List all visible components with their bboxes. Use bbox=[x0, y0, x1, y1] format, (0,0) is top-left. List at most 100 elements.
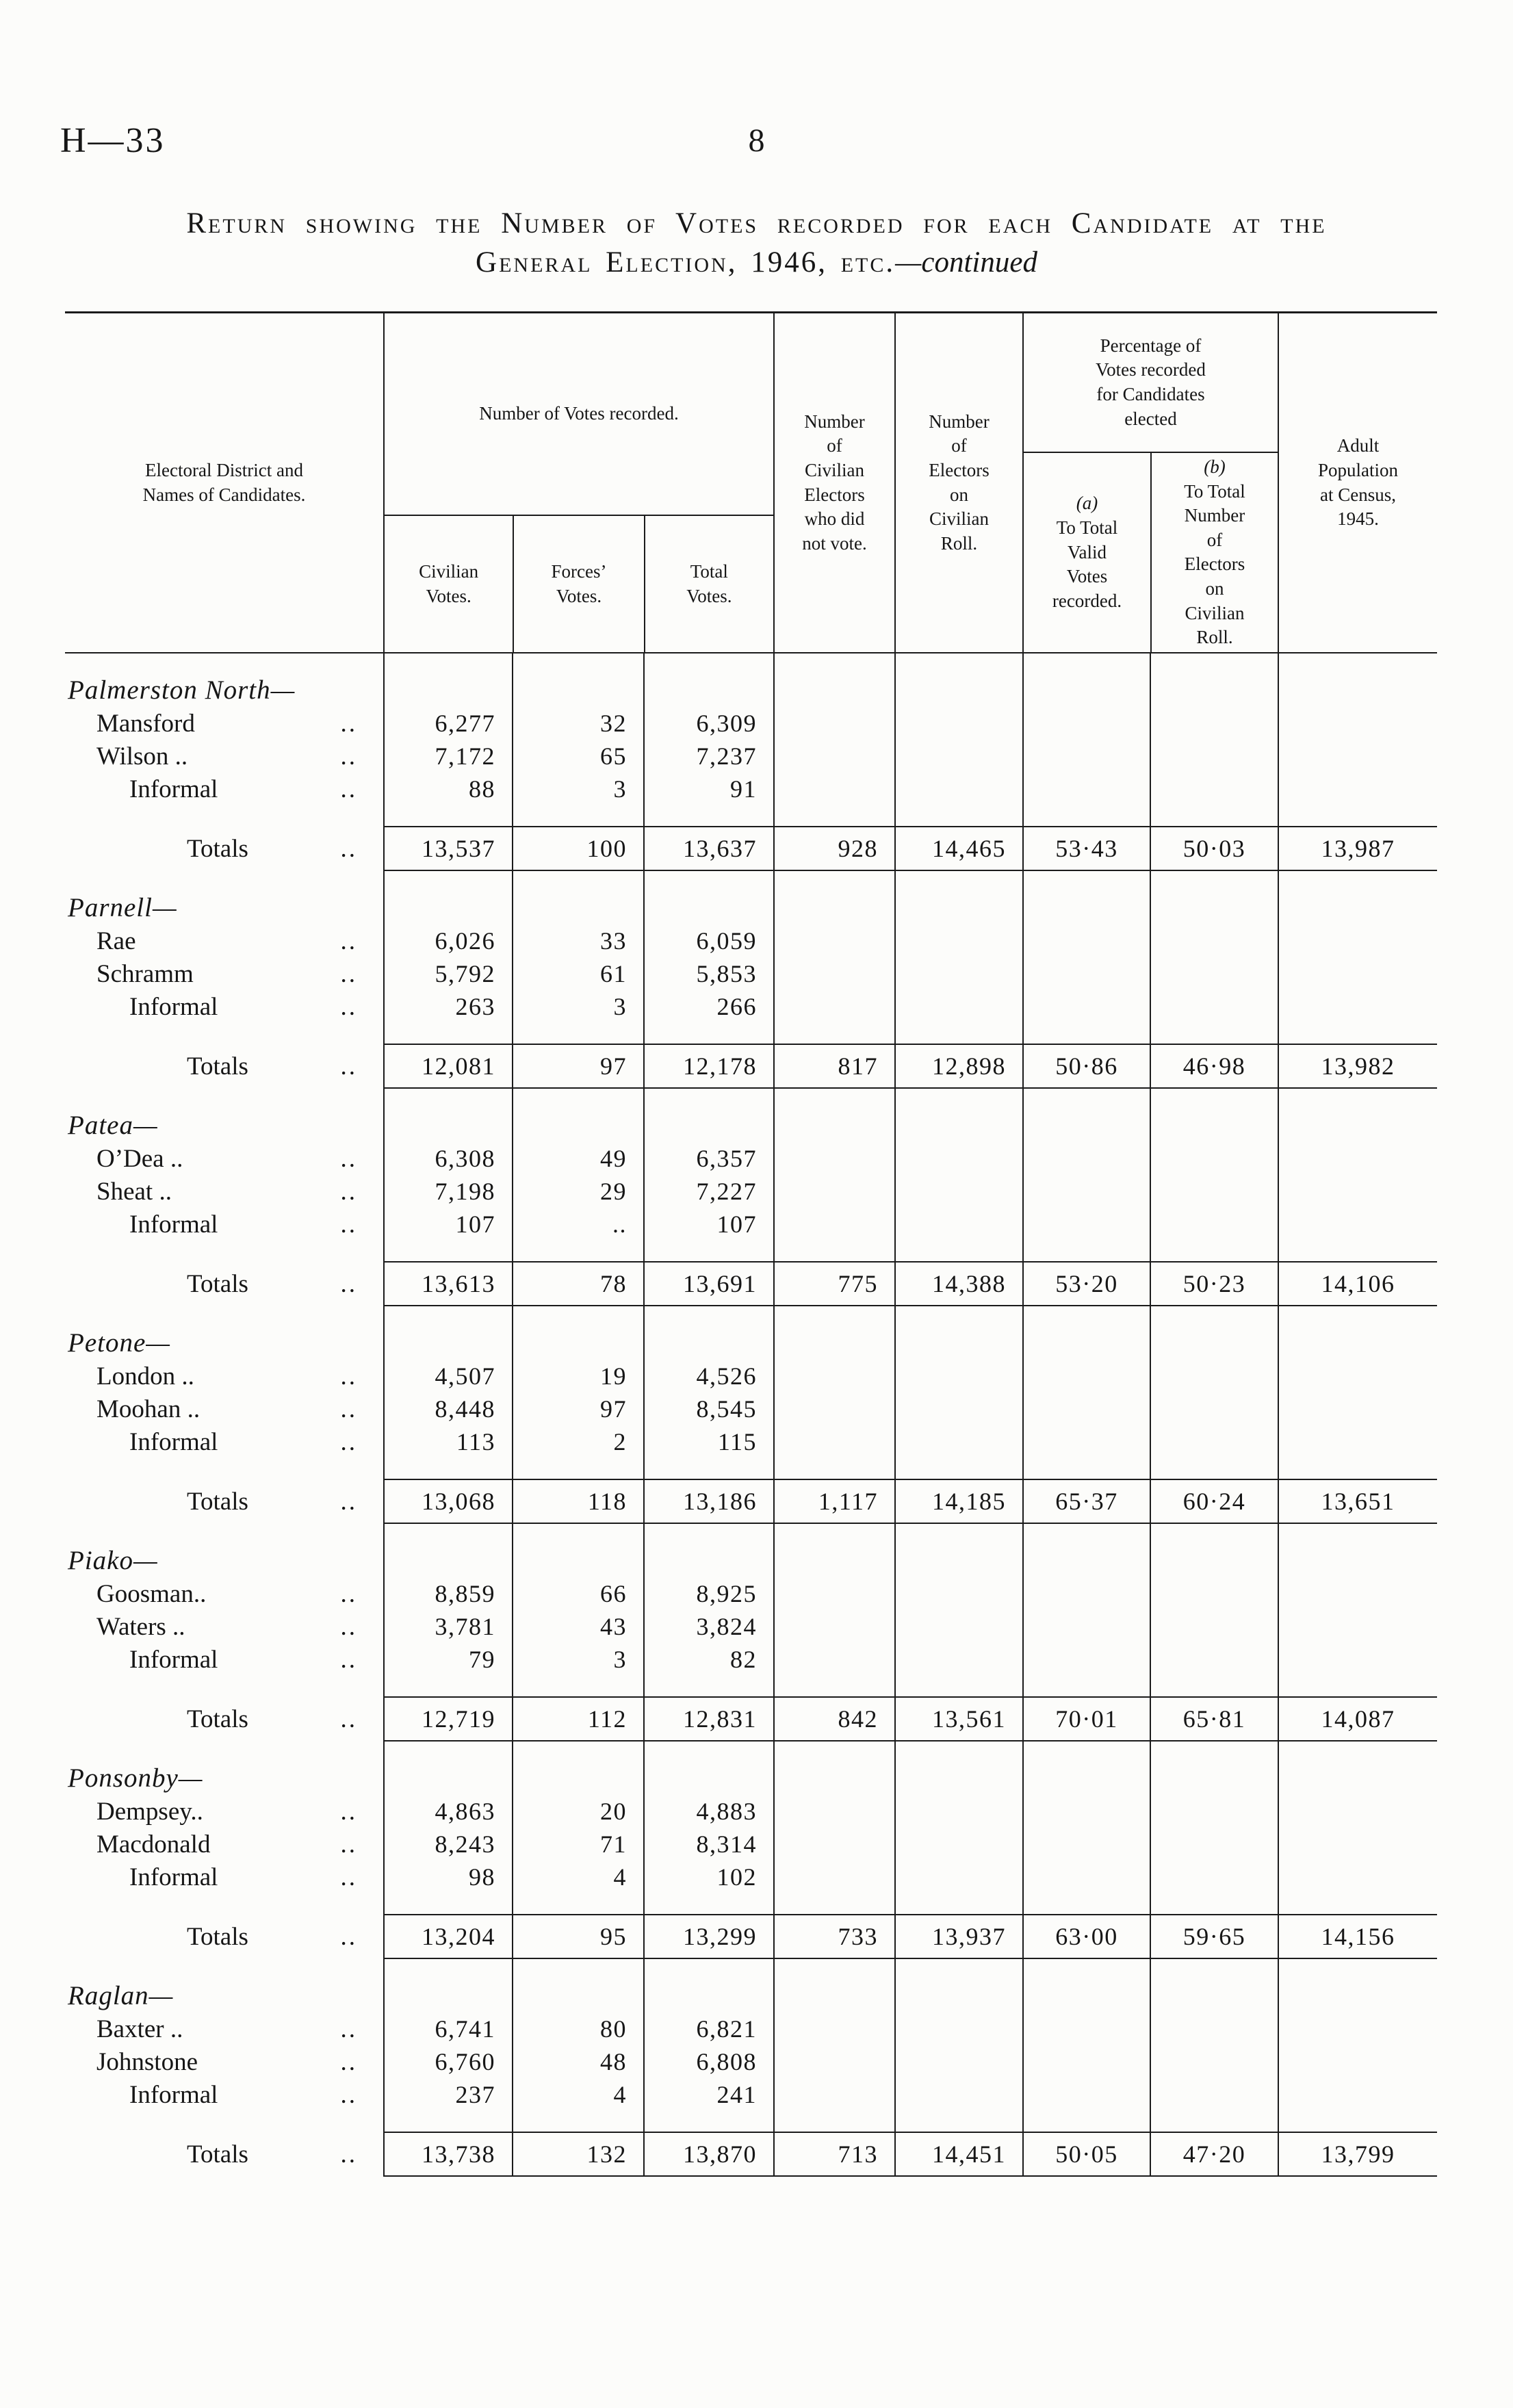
civilian-votes-cell: 6,308 bbox=[383, 1142, 512, 1175]
empty-cell bbox=[773, 1861, 894, 1893]
totals-pct-electors-roll: 50·23 bbox=[1150, 1261, 1278, 1306]
district-row: Ponsonby— bbox=[65, 1742, 1437, 1795]
empty-cell bbox=[383, 653, 512, 707]
candidate-name-cell: Moohan .... bbox=[65, 1393, 383, 1425]
empty-cell bbox=[894, 1893, 1022, 1914]
empty-cell bbox=[894, 924, 1022, 957]
title-line-2-caps: General Election, 1946, etc. bbox=[476, 246, 896, 279]
dot-leader: .. bbox=[340, 1487, 357, 1516]
totals-pct-valid-votes: 53·20 bbox=[1022, 1261, 1150, 1306]
totals-adult-population: 13,799 bbox=[1278, 2132, 1437, 2177]
candidate-row: Informal.. 88 3 91 bbox=[65, 773, 1437, 805]
civilian-votes-cell: 4,863 bbox=[383, 1795, 512, 1828]
totals-pct-valid-votes: 70·01 bbox=[1022, 1696, 1150, 1742]
total-votes-cell: 102 bbox=[643, 1861, 773, 1893]
empty-cell bbox=[383, 1959, 512, 2012]
empty-cell bbox=[1278, 653, 1437, 707]
empty-cell bbox=[773, 1959, 894, 2012]
empty-cell bbox=[894, 2045, 1022, 2078]
candidate-name-cell: Informal.. bbox=[65, 773, 383, 805]
empty-cell bbox=[1278, 1676, 1437, 1696]
candidate-name-cell: Goosman.... bbox=[65, 1577, 383, 1610]
empty-cell bbox=[1278, 805, 1437, 826]
empty-cell bbox=[1150, 990, 1278, 1023]
empty-cell bbox=[1278, 1393, 1437, 1425]
candidate-name: Informal bbox=[129, 1863, 218, 1891]
empty-cell bbox=[643, 2111, 773, 2132]
empty-cell bbox=[1022, 2078, 1150, 2111]
empty-cell bbox=[512, 1524, 643, 1577]
empty-cell bbox=[643, 1241, 773, 1261]
forces-votes-cell: .. bbox=[512, 1208, 643, 1241]
totals-label-cell: Totals.. bbox=[65, 1044, 383, 1089]
candidate-row: Dempsey.... 4,863 20 4,883 bbox=[65, 1795, 1437, 1828]
header-percentage-subrow: (a) To Total Valid Votes recorded. (b) T… bbox=[1024, 452, 1278, 652]
empty-cell bbox=[773, 2078, 894, 2111]
empty-cell bbox=[1022, 1643, 1150, 1676]
forces-votes-cell: 65 bbox=[512, 740, 643, 773]
header-votes-subrow: Civilian Votes. Forces’ Votes. Total Vot… bbox=[385, 516, 773, 652]
total-votes-cell: 8,925 bbox=[643, 1577, 773, 1610]
empty-cell bbox=[512, 1458, 643, 1479]
empty-cell bbox=[643, 1306, 773, 1360]
candidate-name: Mansford bbox=[96, 709, 195, 738]
empty-cell bbox=[1150, 1425, 1278, 1458]
empty-cell bbox=[1022, 2045, 1150, 2078]
empty-cell bbox=[1022, 1089, 1150, 1142]
empty-cell bbox=[1150, 805, 1278, 826]
empty-cell bbox=[512, 1959, 643, 2012]
header-adult-population: Adult Population at Census, 1945. bbox=[1278, 313, 1437, 652]
empty-cell bbox=[773, 1893, 894, 1914]
header-percentage-group-label: Percentage of Votes recorded for Candida… bbox=[1024, 313, 1278, 453]
empty-cell bbox=[1022, 1241, 1150, 1261]
header-votes-group: Number of Votes recorded. Civilian Votes… bbox=[383, 313, 773, 652]
civilian-votes-cell: 8,859 bbox=[383, 1577, 512, 1610]
candidate-name-cell: Informal.. bbox=[65, 1643, 383, 1676]
empty-cell bbox=[1022, 740, 1150, 773]
candidate-name-cell: Baxter .... bbox=[65, 2012, 383, 2045]
candidate-row: Schramm.. 5,792 61 5,853 bbox=[65, 957, 1437, 990]
empty-cell bbox=[512, 1306, 643, 1360]
results-table: Electoral District and Names of Candidat… bbox=[65, 311, 1437, 2177]
empty-cell bbox=[894, 1360, 1022, 1393]
empty-cell bbox=[1150, 773, 1278, 805]
empty-cell bbox=[383, 1893, 512, 1914]
empty-cell bbox=[894, 1393, 1022, 1425]
empty-cell bbox=[1278, 1175, 1437, 1208]
dot-leader: .. bbox=[340, 1052, 357, 1080]
district-label-cell: Parnell— bbox=[65, 871, 383, 924]
totals-electors-not-voted: 733 bbox=[773, 1914, 894, 1959]
dot-leader: .. bbox=[340, 1922, 357, 1951]
total-votes-cell: 5,853 bbox=[643, 957, 773, 990]
candidate-name-cell: Johnstone.. bbox=[65, 2045, 383, 2078]
totals-label: Totals bbox=[187, 1052, 248, 1080]
forces-votes-cell: 80 bbox=[512, 2012, 643, 2045]
total-votes-cell: 6,808 bbox=[643, 2045, 773, 2078]
doc-reference: H—33 bbox=[60, 121, 166, 160]
totals-electors-not-voted: 713 bbox=[773, 2132, 894, 2177]
forces-votes-cell: 97 bbox=[512, 1393, 643, 1425]
total-votes-cell: 91 bbox=[643, 773, 773, 805]
empty-cell bbox=[773, 740, 894, 773]
empty-cell bbox=[1150, 1795, 1278, 1828]
empty-cell bbox=[1150, 2012, 1278, 2045]
empty-cell bbox=[1022, 1425, 1150, 1458]
empty-cell bbox=[1022, 653, 1150, 707]
pct-b-tag: (b) bbox=[1204, 456, 1226, 477]
candidate-row: Informal.. 113 2 115 bbox=[65, 1425, 1437, 1458]
empty-cell bbox=[1150, 1643, 1278, 1676]
empty-cell bbox=[1278, 990, 1437, 1023]
totals-electors-on-roll: 13,561 bbox=[894, 1696, 1022, 1742]
totals-adult-population: 13,987 bbox=[1278, 826, 1437, 871]
candidate-row: Informal.. 107.. 107 bbox=[65, 1208, 1437, 1241]
candidate-row: Waters .... 3,781 43 3,824 bbox=[65, 1610, 1437, 1643]
civilian-votes-cell: 7,198 bbox=[383, 1175, 512, 1208]
forces-votes-cell: 33 bbox=[512, 924, 643, 957]
civilian-votes-cell: 7,172 bbox=[383, 740, 512, 773]
dot-leader: .. bbox=[340, 927, 357, 955]
empty-cell bbox=[894, 1458, 1022, 1479]
forces-votes-cell: 71 bbox=[512, 1828, 643, 1861]
forces-votes-cell: 20 bbox=[512, 1795, 643, 1828]
empty-cell bbox=[1150, 1208, 1278, 1241]
total-votes-cell: 3,824 bbox=[643, 1610, 773, 1643]
